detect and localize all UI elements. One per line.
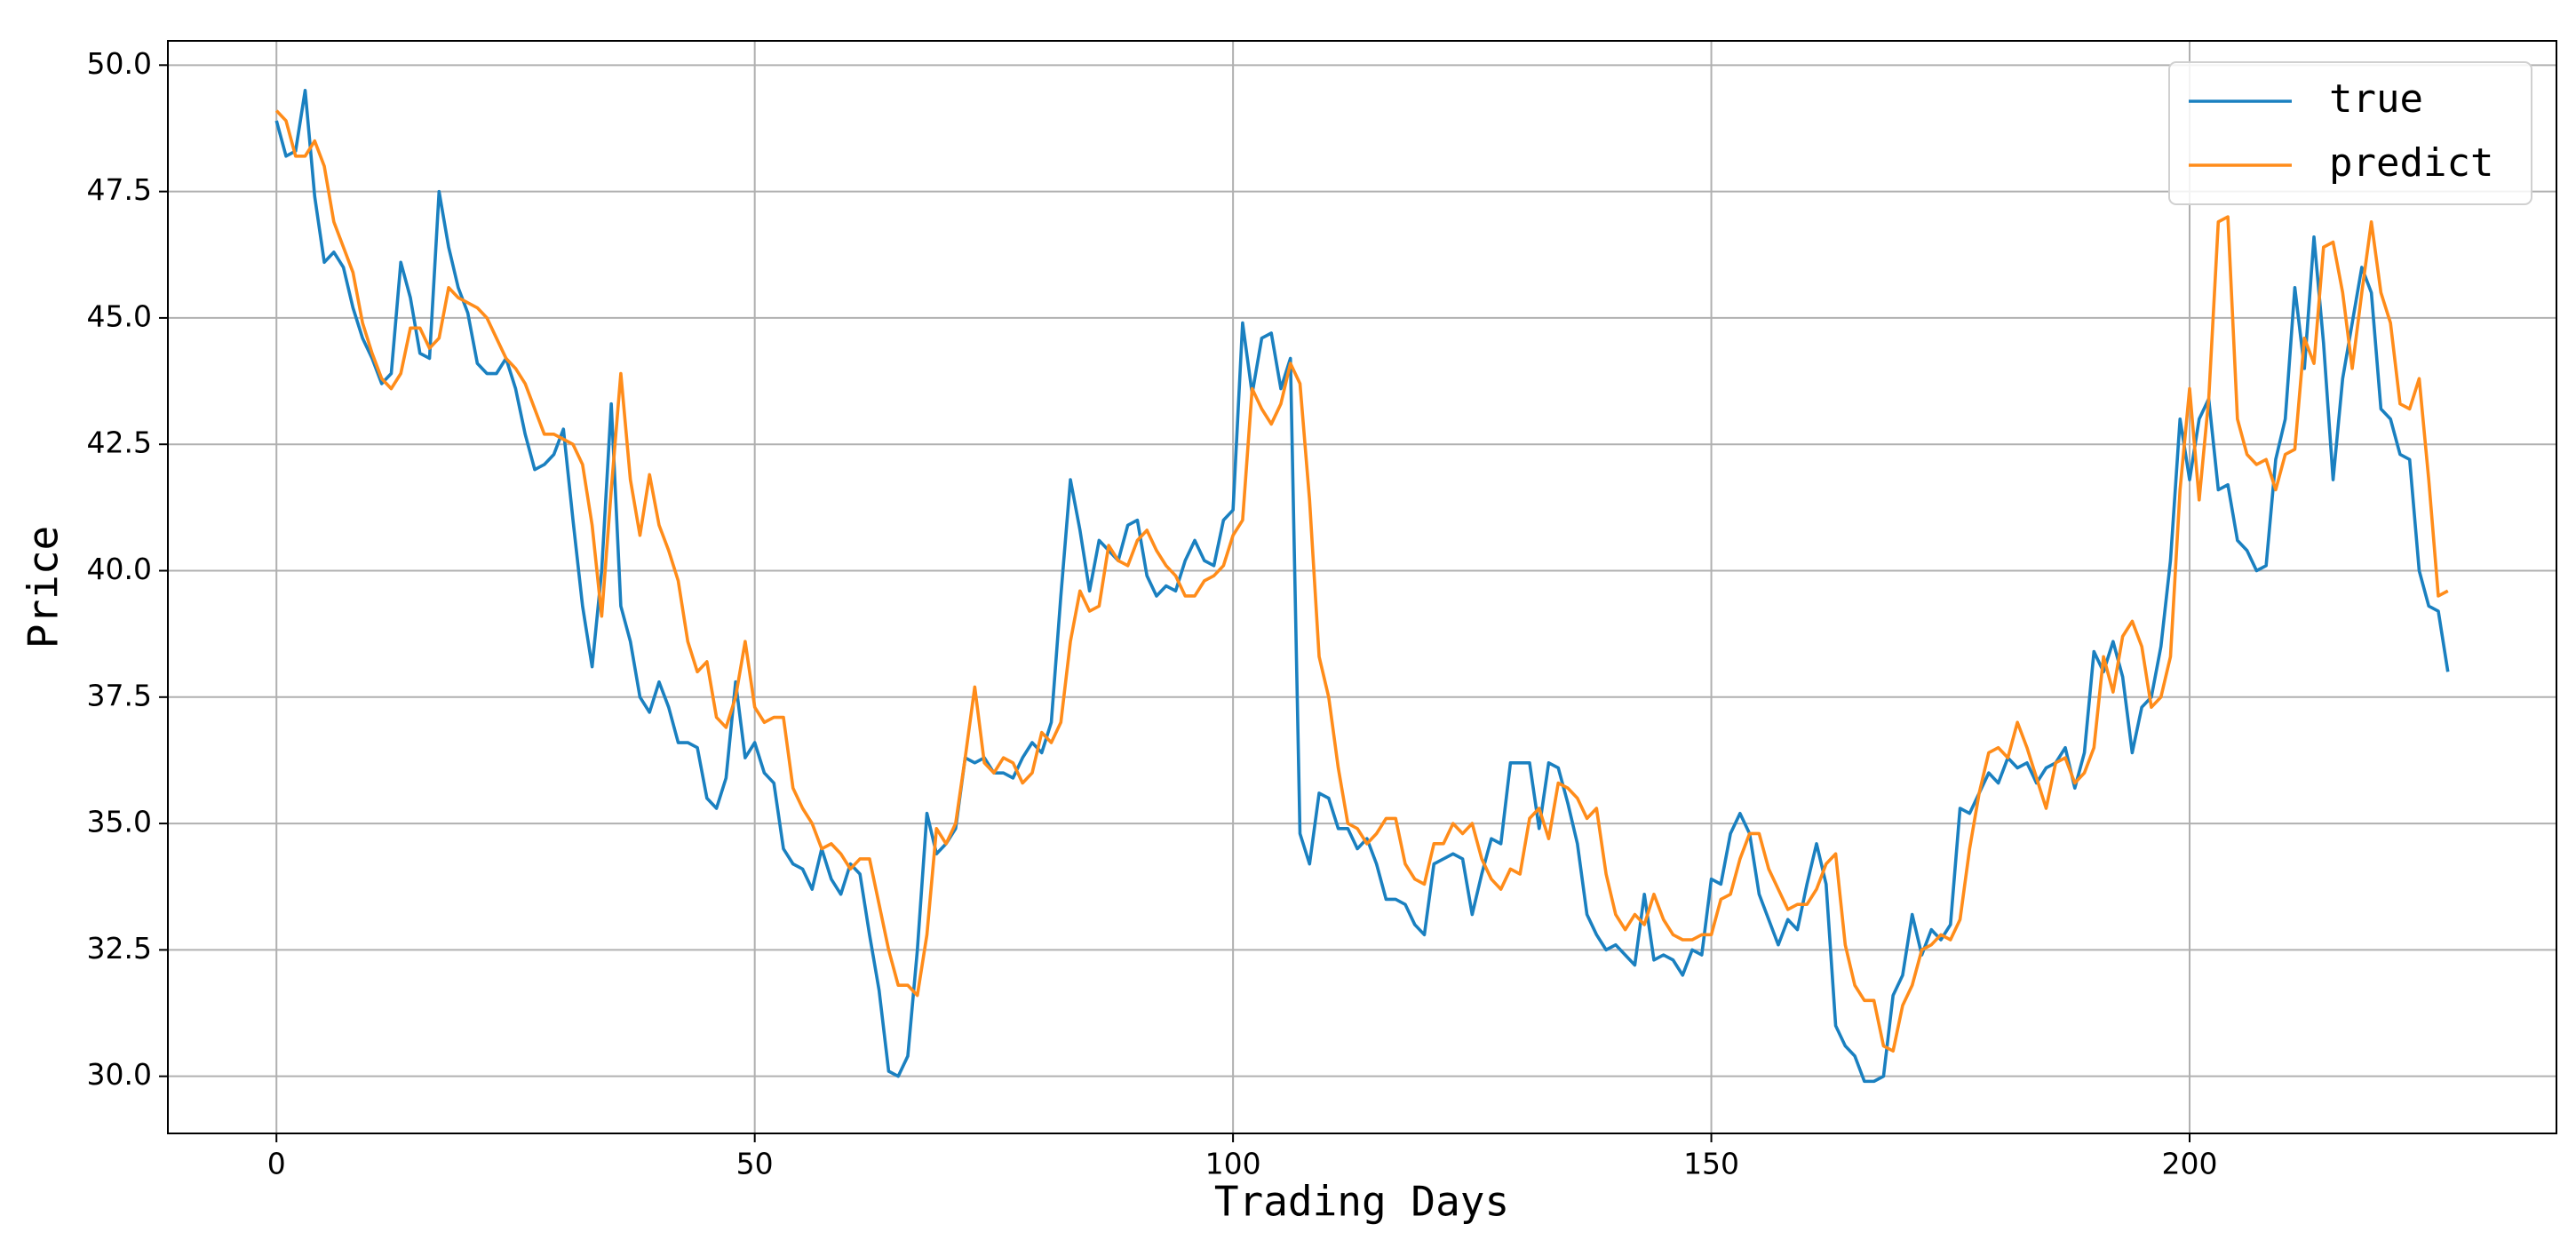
y-tick-label: 42.5 (87, 425, 152, 460)
y-tick-label: 35.0 (87, 805, 152, 839)
y-tick-label: 47.5 (87, 172, 152, 207)
x-tick-label: 150 (1683, 1147, 1739, 1181)
x-tick-label: 200 (2162, 1147, 2218, 1181)
legend: true predict (2168, 61, 2532, 205)
legend-label: true (2329, 76, 2423, 122)
y-tick-label: 50.0 (87, 46, 152, 81)
x-tick-label: 0 (267, 1147, 286, 1181)
x-tick-label: 100 (1205, 1147, 1261, 1181)
x-tick-label: 50 (736, 1147, 774, 1181)
x-axis-label: Trading Days (1214, 1178, 1509, 1226)
y-tick-label: 45.0 (87, 298, 152, 333)
plot-frame (167, 40, 2557, 1134)
y-tick-label: 40.0 (87, 552, 152, 586)
line-series (274, 109, 2449, 1053)
y-axis-label: Price (20, 526, 68, 648)
y-tick-label: 32.5 (87, 931, 152, 966)
y-tick-label: 30.0 (87, 1057, 152, 1092)
y-tick-label: 37.5 (87, 678, 152, 712)
line-series (274, 88, 2450, 1084)
legend-box (2168, 61, 2532, 205)
legend-label: predict (2329, 140, 2493, 186)
